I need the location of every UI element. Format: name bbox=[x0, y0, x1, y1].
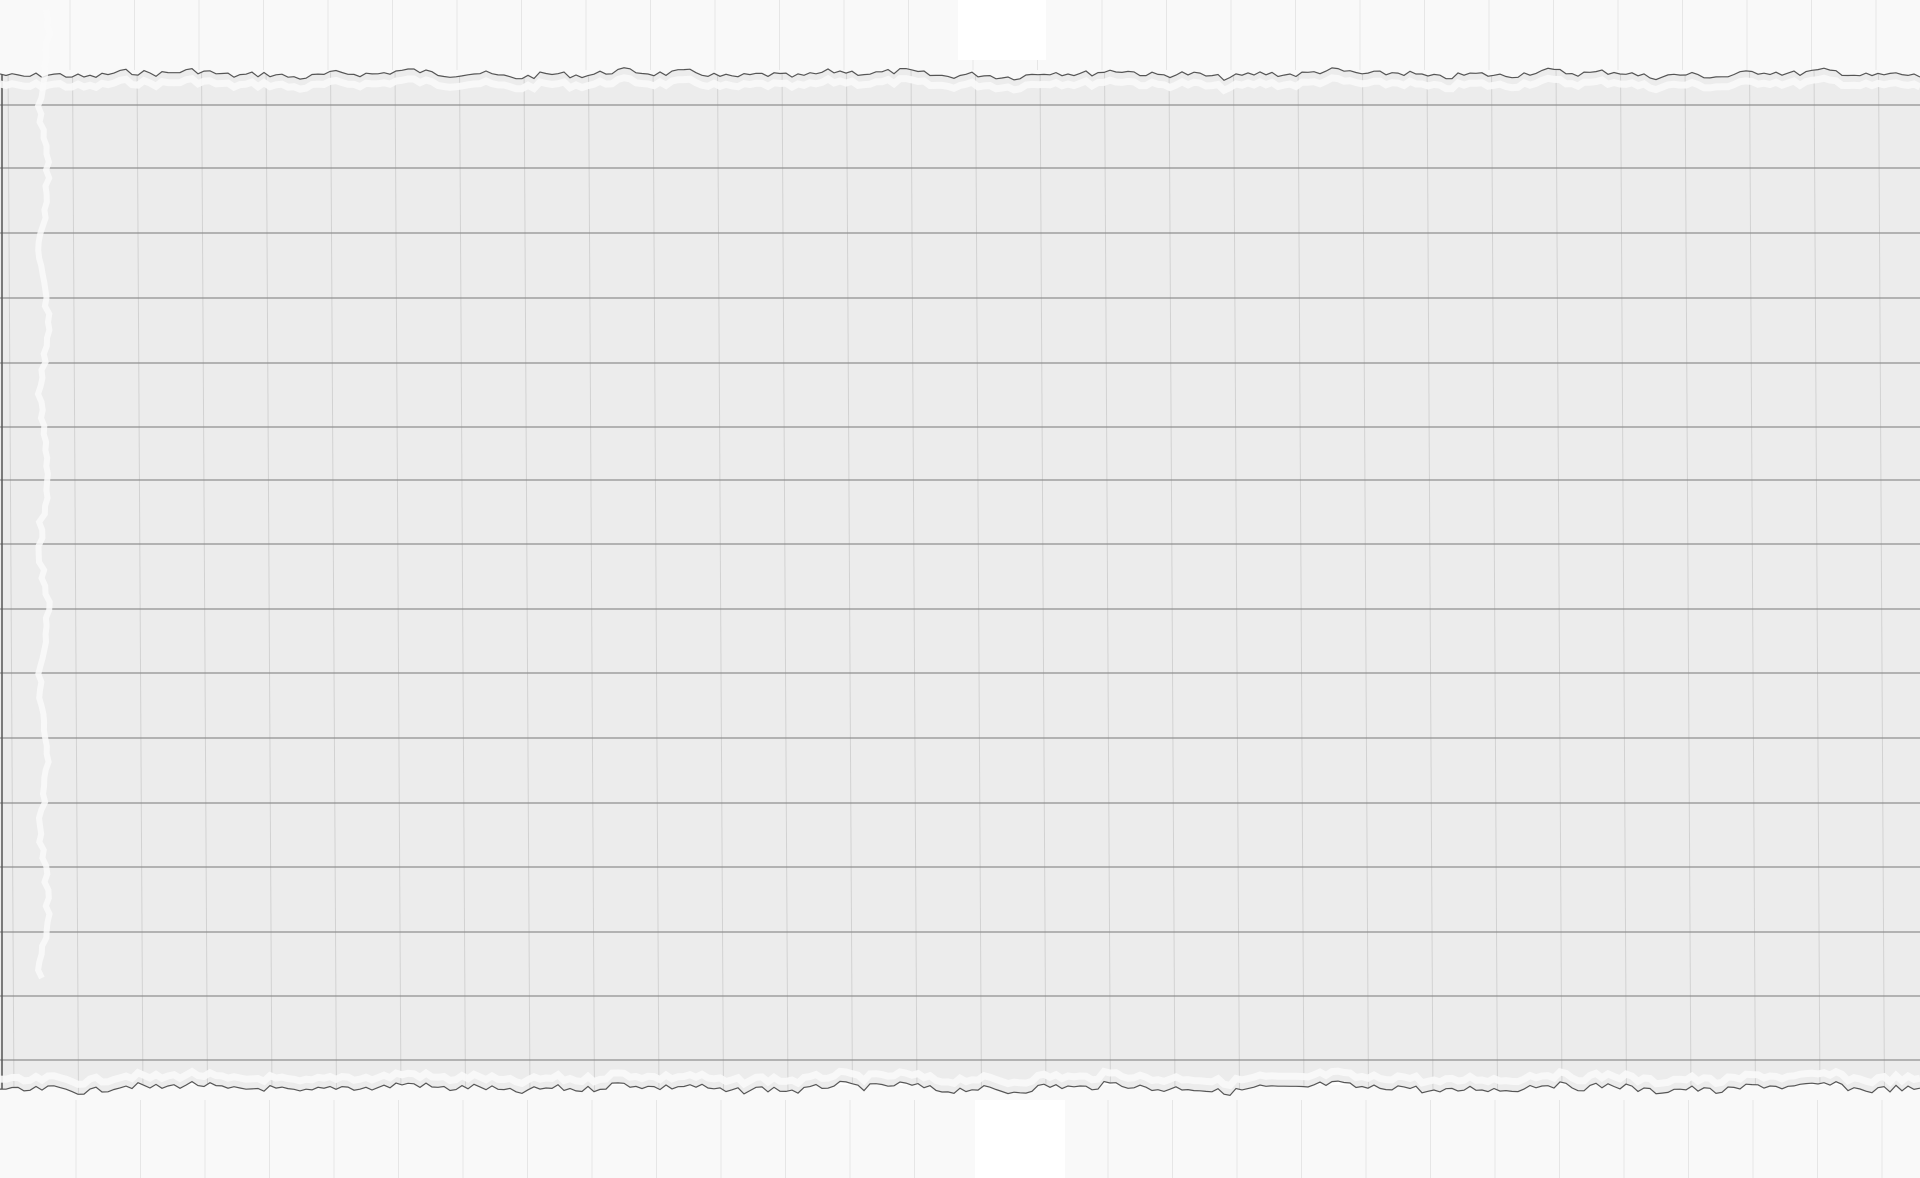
major-grid-lines bbox=[0, 104, 1920, 1061]
top-tear-highlight bbox=[0, 74, 1920, 95]
strip-fill bbox=[0, 67, 1920, 1096]
torn-strip bbox=[0, 9, 1920, 1097]
paper-gap-mid bbox=[958, 0, 1046, 60]
bottom-tear-highlight bbox=[0, 1067, 1920, 1090]
top-torn-edge bbox=[0, 67, 1920, 82]
outer-paper-bottom bbox=[0, 1085, 1920, 1178]
bottom-torn-edge bbox=[0, 1080, 1920, 1097]
paper-gap-mid-bottom bbox=[975, 1100, 1065, 1178]
left-torn-edge bbox=[34, 9, 54, 980]
